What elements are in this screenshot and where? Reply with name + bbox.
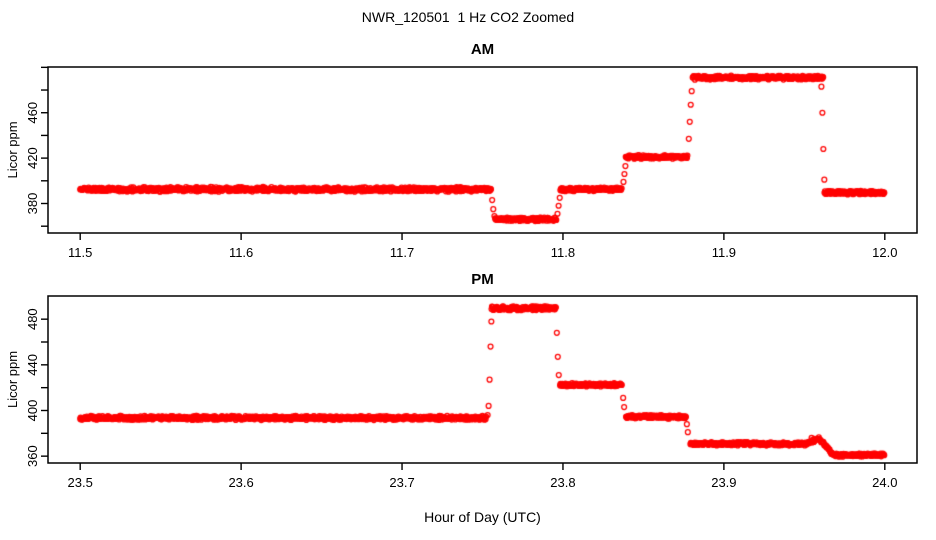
am-x-tick-label: 12.0	[872, 245, 897, 260]
pm-x-tick-label: 23.5	[68, 475, 93, 490]
am-x-tick-label: 11.7	[390, 245, 414, 260]
pm-x-tick-label: 23.9	[711, 475, 736, 490]
pm-y-tick-label: 440	[25, 354, 40, 376]
figure-title: NWR_120501 1 Hz CO2 Zoomed	[361, 9, 575, 25]
pm-x-tick-label: 24.0	[872, 475, 897, 490]
pm-x-tick-label: 23.6	[228, 475, 253, 490]
pm-plot-box	[47, 295, 918, 464]
pm-x-tick-label: 23.7	[389, 475, 414, 490]
pm-x-tick-label: 23.8	[550, 475, 575, 490]
am-x-tick-label: 11.9	[712, 245, 736, 260]
am-x-tick-label: 11.8	[551, 245, 575, 260]
am-y-tick-label: 460	[25, 102, 40, 124]
x-axis-title: Hour of Day (UTC)	[424, 509, 541, 525]
am-plot-box	[47, 66, 918, 234]
pm-y-tick-label: 400	[25, 400, 40, 422]
pm-y-tick-label: 360	[25, 445, 40, 467]
am-y-axis-label: Licor ppm	[5, 121, 20, 178]
pm-panel-title: PM	[471, 271, 494, 288]
am-x-tick-label: 11.5	[68, 245, 92, 260]
am-y-tick-label: 380	[25, 193, 40, 215]
am-panel-title: AM	[470, 41, 495, 58]
am-y-tick-label: 420	[25, 147, 40, 169]
pm-y-axis-label: Licor ppm	[5, 351, 20, 408]
pm-y-tick-label: 480	[25, 308, 40, 330]
am-x-tick-label: 11.6	[229, 245, 253, 260]
